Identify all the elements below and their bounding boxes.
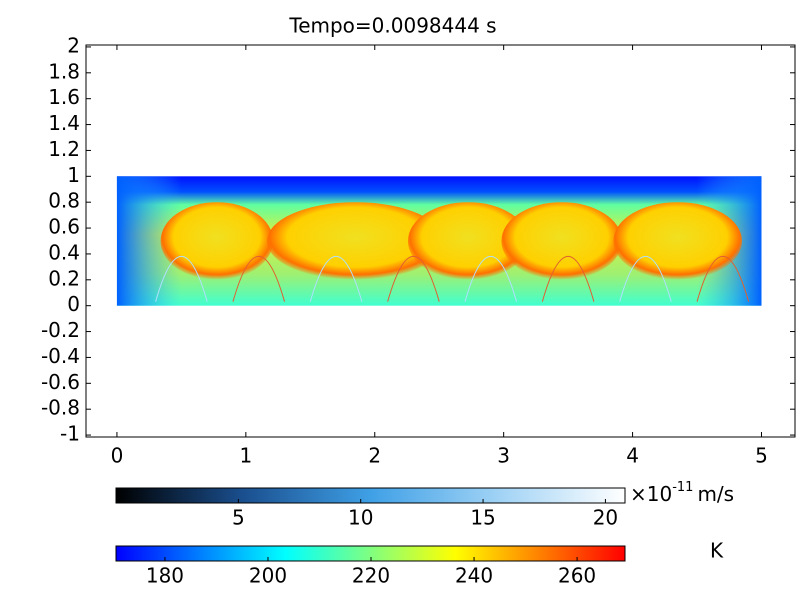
y-tick-label: -1 — [60, 422, 80, 446]
x-tick-label: 3 — [497, 444, 510, 468]
colorbar — [115, 545, 626, 562]
streamline — [696, 255, 750, 302]
colorbar-tick-label: 260 — [558, 564, 596, 588]
temperature-field — [116, 176, 762, 306]
unit-exponent: -11 — [672, 480, 693, 495]
streamline — [155, 255, 208, 302]
colorbar-tick-label: 200 — [249, 564, 287, 588]
y-tick-label: -0.6 — [41, 370, 80, 394]
x-tick-label: 5 — [755, 444, 768, 468]
colorbar-tick-label: 5 — [232, 506, 245, 530]
colorbar-tick-label: 10 — [348, 506, 373, 530]
colorbar-unit: ×10-11 m/s — [630, 480, 734, 506]
colorbar-tick-label: 20 — [593, 506, 618, 530]
convection-cell — [266, 202, 444, 280]
colorbar-unit: K — [710, 539, 724, 563]
x-tick-label: 4 — [626, 444, 639, 468]
y-tick-label: 0.2 — [48, 266, 80, 290]
colorbar-tick-label: 220 — [352, 564, 390, 588]
streamline — [232, 255, 286, 302]
streamline — [619, 255, 672, 302]
colorbar — [115, 487, 626, 504]
plot-frame — [85, 44, 796, 438]
y-tick-label: 0.8 — [48, 189, 80, 213]
unit-label: m/s — [697, 482, 734, 506]
y-tick-label: 0.4 — [48, 240, 80, 264]
colorbar-tick-label: 180 — [146, 564, 184, 588]
y-tick-label: 1 — [67, 163, 80, 187]
y-tick-label: 1.8 — [48, 59, 80, 83]
y-tick-label: -0.4 — [41, 344, 80, 368]
y-tick-label: 1.4 — [48, 111, 80, 135]
streamline — [309, 255, 363, 302]
convection-cell — [501, 202, 622, 280]
streamline — [464, 255, 518, 302]
streamline — [541, 255, 595, 302]
x-tick-label: 1 — [239, 444, 252, 468]
streamline — [387, 255, 440, 302]
y-tick-label: -0.2 — [41, 318, 80, 342]
y-tick-label: 0.6 — [48, 215, 80, 239]
unit-multiplier: ×10 — [630, 482, 672, 506]
y-tick-label: 2 — [67, 33, 80, 57]
convection-cell — [613, 202, 743, 280]
y-tick-label: 1.6 — [48, 85, 80, 109]
x-tick-label: 2 — [368, 444, 381, 468]
y-tick-label: 0 — [67, 292, 80, 316]
x-tick-label: 0 — [111, 444, 124, 468]
convection-cell — [160, 202, 274, 280]
y-tick-label: -0.8 — [41, 396, 80, 420]
colorbar-tick-label: 240 — [455, 564, 493, 588]
chart-title: Tempo=0.0098444 s — [288, 14, 496, 38]
colorbar-tick-label: 15 — [470, 506, 495, 530]
y-tick-label: 1.2 — [48, 137, 80, 161]
